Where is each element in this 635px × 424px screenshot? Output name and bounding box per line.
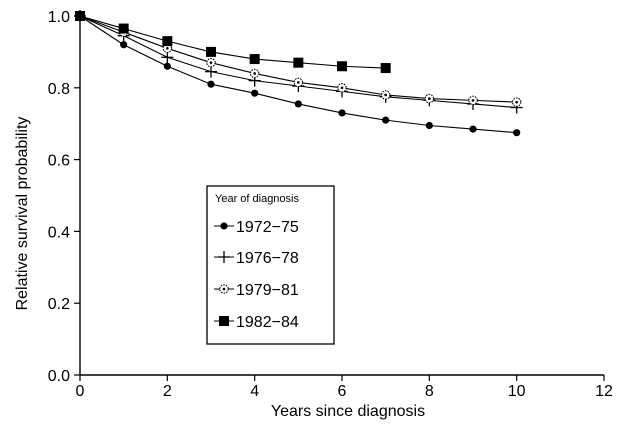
legend-items: 1972−75 1976−78 1979−81 1982−84 (214, 219, 299, 331)
data-point (424, 93, 435, 104)
legend-marker (219, 316, 229, 326)
x-tick-label: 4 (250, 383, 259, 400)
x-tick-label: 10 (508, 383, 526, 400)
y-tick-label: 0.8 (48, 81, 70, 98)
data-point (118, 23, 129, 34)
data-point (163, 62, 171, 70)
data-point (513, 129, 521, 137)
legend-item: 1982−84 (214, 314, 299, 331)
legend-label: 1982−84 (236, 314, 299, 331)
series-4 (75, 11, 391, 74)
y-axis-ticks: 0.0 0.2 0.4 0.6 0.8 1.0 (48, 9, 80, 385)
data-point (206, 46, 216, 57)
data-point (161, 51, 174, 64)
data-point (469, 125, 477, 133)
y-tick-label: 0.2 (48, 296, 70, 313)
data-point (468, 95, 478, 106)
data-point (207, 80, 215, 88)
x-tick-label: 6 (338, 383, 347, 400)
data-point (425, 121, 433, 130)
data-point (120, 41, 128, 49)
series-layer (74, 10, 523, 137)
data-point (293, 77, 304, 88)
legend-label: 1976−78 (236, 250, 299, 267)
data-point (380, 63, 391, 74)
series-line (79, 15, 386, 69)
data-point (511, 97, 522, 107)
data-point (162, 36, 173, 47)
data-point (294, 100, 302, 108)
data-point (206, 57, 216, 68)
data-point (249, 68, 260, 79)
y-axis-title: Relative survival probability (14, 117, 31, 311)
data-point (382, 116, 390, 124)
legend-label: 1972−75 (236, 219, 299, 236)
data-point (337, 61, 347, 72)
y-tick-label: 0.6 (48, 153, 70, 170)
series-line (79, 15, 517, 134)
x-tick-label: 12 (595, 383, 613, 400)
legend-marker (218, 251, 230, 263)
data-point (75, 11, 85, 21)
legend-item: 1976−78 (214, 250, 299, 267)
data-point (249, 54, 260, 65)
x-axis-ticks: 0 2 4 6 8 10 12 (76, 375, 613, 400)
x-axis-title: Years since diagnosis (271, 403, 425, 420)
data-point (293, 57, 304, 68)
x-tick-label: 2 (163, 383, 172, 400)
x-tick-label: 0 (76, 383, 85, 400)
series-1 (76, 12, 521, 137)
data-point (338, 109, 346, 117)
legend-item: 1979−81 (214, 282, 299, 299)
legend-item: 1972−75 (214, 219, 299, 236)
legend-label: 1979−81 (236, 282, 299, 299)
data-point (251, 89, 259, 97)
legend-marker (220, 222, 228, 230)
legend-title: Year of diagnosis (215, 193, 299, 205)
data-point (380, 90, 391, 100)
x-tick-label: 8 (425, 383, 434, 400)
legend-marker (219, 284, 229, 294)
y-tick-label: 0.0 (48, 368, 70, 385)
legend: Year of diagnosis 1972−751976−781979−811… (206, 185, 335, 345)
y-tick-label: 0.4 (48, 224, 70, 241)
y-tick-label: 1.0 (48, 9, 70, 26)
data-point (337, 83, 347, 93)
data-point (205, 65, 217, 78)
